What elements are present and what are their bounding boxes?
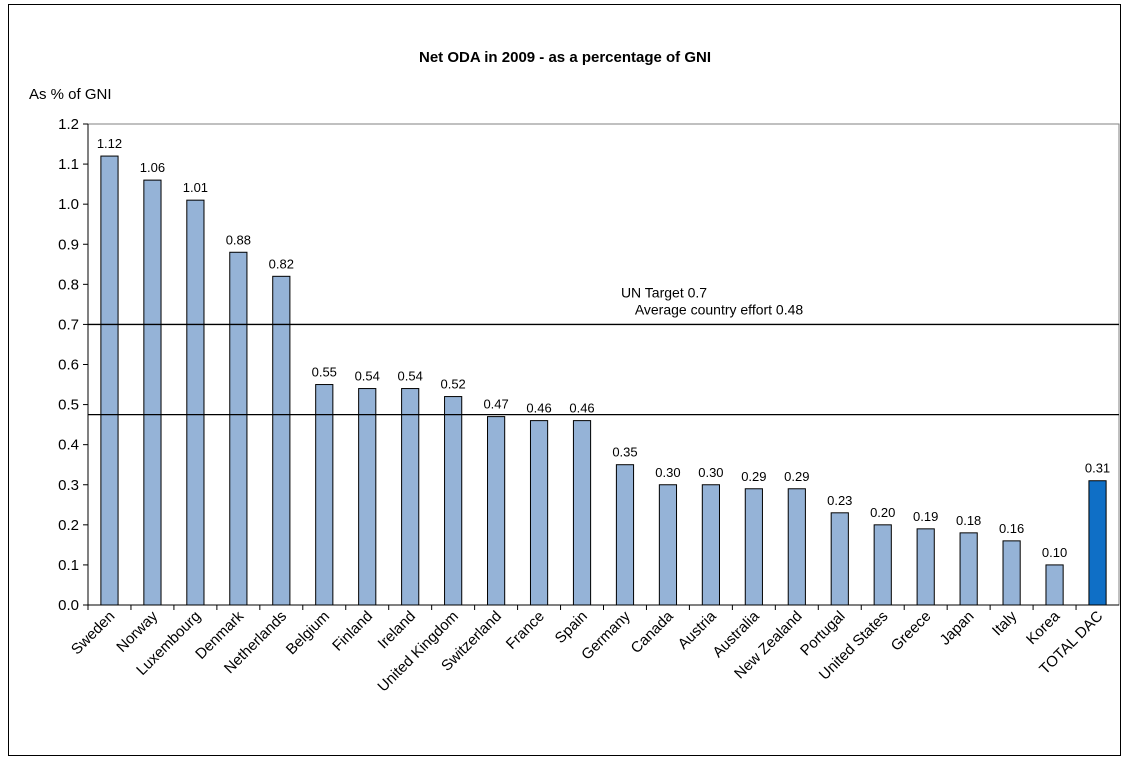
y-tick-label: 0.1 xyxy=(58,557,79,574)
bar-belgium xyxy=(315,384,334,606)
bar-sweden xyxy=(100,155,119,606)
category-label: Canada xyxy=(628,607,678,657)
bar-france xyxy=(529,420,549,606)
category-label: France xyxy=(503,608,548,653)
bar-austria xyxy=(701,484,720,606)
chart-svg: Net ODA in 2009 - as a percentage of GNI… xyxy=(29,49,1120,695)
bar-canada xyxy=(658,484,678,606)
category-label: Sweden xyxy=(68,608,118,658)
bar-greece xyxy=(916,528,935,606)
y-tick-label: 0.7 xyxy=(58,316,79,333)
value-label: 0.54 xyxy=(398,369,423,384)
plot-area: 0.0 0.1 0.2 0.3 0.4 0.5 0.6 0.7 0.8 0.9 1.0 1.1 1.2 1… xyxy=(58,116,1120,695)
bar-luxembourg xyxy=(186,199,205,606)
bar-ireland xyxy=(401,388,420,606)
bar-total-dac xyxy=(1088,480,1107,606)
value-label: 0.16 xyxy=(999,521,1024,536)
bar-germany xyxy=(615,464,635,606)
value-label: 0.30 xyxy=(698,465,723,480)
category-label: Japan xyxy=(937,608,978,649)
value-label: 0.54 xyxy=(355,369,380,384)
value-label: 0.20 xyxy=(870,505,895,520)
value-label: 0.23 xyxy=(827,493,852,508)
bar-finland xyxy=(358,388,377,606)
category-label: Spain xyxy=(552,608,591,647)
y-tick-label: 0.0 xyxy=(58,597,79,614)
category-label: Italy xyxy=(989,607,1021,639)
reference-line-label: UN Target 0.7 xyxy=(621,284,707,300)
value-label: 0.18 xyxy=(956,513,981,528)
category-label: Belgium xyxy=(283,608,333,658)
y-tick-label: 1.0 xyxy=(58,196,79,213)
y-axis-label: As % of GNI xyxy=(29,86,112,103)
chart-title: Net ODA in 2009 - as a percentage of GNI xyxy=(419,49,711,66)
value-label: 1.06 xyxy=(140,160,165,175)
category-label: Greece xyxy=(888,608,935,655)
bar-portugal xyxy=(830,512,849,606)
reference-line-label: Average country effort 0.48 xyxy=(635,302,804,318)
value-label: 0.35 xyxy=(612,445,637,460)
value-label: 0.10 xyxy=(1042,545,1067,560)
y-tick-label: 0.6 xyxy=(58,357,79,374)
category-label: Finland xyxy=(329,608,376,655)
category-label: Korea xyxy=(1023,607,1064,648)
value-label: 1.12 xyxy=(97,136,122,151)
chart-frame: Net ODA in 2009 - as a percentage of GNI… xyxy=(8,4,1121,756)
value-label: 0.82 xyxy=(269,256,294,271)
bar-italy xyxy=(1002,540,1021,606)
bar-switzerland xyxy=(487,416,506,606)
bar-korea xyxy=(1045,564,1064,606)
bar-spain xyxy=(572,420,592,606)
value-label: 0.47 xyxy=(483,397,508,412)
value-label: 0.46 xyxy=(569,401,594,416)
bar-netherlands xyxy=(272,275,291,606)
y-tick-label: 0.4 xyxy=(58,437,79,454)
value-label: 0.19 xyxy=(913,509,938,524)
value-label: 0.30 xyxy=(655,465,680,480)
bar-united-kingdom xyxy=(444,396,463,606)
y-tick-label: 0.8 xyxy=(58,276,79,293)
value-label: 0.46 xyxy=(526,401,551,416)
bar-united-states xyxy=(873,524,892,606)
y-tick-label: 1.1 xyxy=(58,156,79,173)
value-label: 0.29 xyxy=(784,469,809,484)
value-label: 0.31 xyxy=(1085,461,1110,476)
value-label: 0.55 xyxy=(312,365,337,380)
bar-norway xyxy=(143,179,162,606)
y-tick-label: 0.5 xyxy=(58,397,79,414)
bar-new-zealand xyxy=(787,488,806,606)
value-label: 0.88 xyxy=(226,232,251,247)
y-tick-label: 0.2 xyxy=(58,517,79,534)
bar-denmark xyxy=(229,251,248,606)
y-tick-label: 0.9 xyxy=(58,236,79,253)
value-label: 0.52 xyxy=(440,377,465,392)
value-label: 0.29 xyxy=(741,469,766,484)
bar-australia xyxy=(744,488,763,606)
y-tick-label: 0.3 xyxy=(58,477,79,494)
value-label: 1.01 xyxy=(183,180,208,195)
y-tick-label: 1.2 xyxy=(58,116,79,133)
bar-japan xyxy=(959,532,978,606)
